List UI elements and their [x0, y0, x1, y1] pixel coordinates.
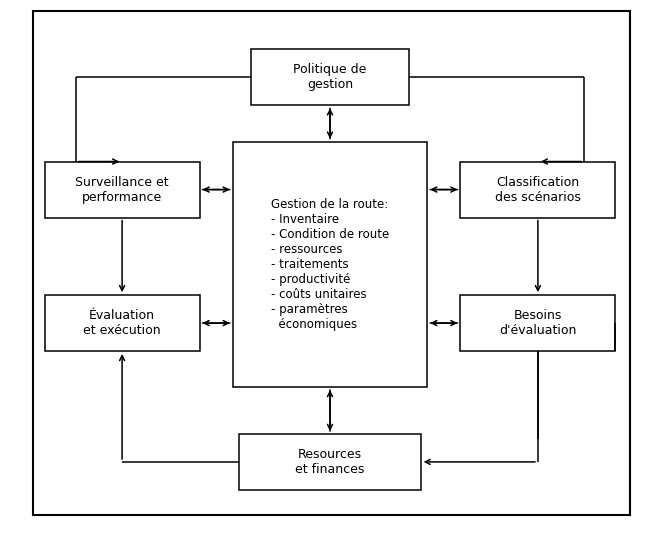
Text: Gestion de la route:
- Inventaire
- Condition de route
- ressources
- traitement: Gestion de la route: - Inventaire - Cond… — [271, 198, 389, 331]
Text: Surveillance et
performance: Surveillance et performance — [75, 176, 169, 203]
Text: Classification
des scénarios: Classification des scénarios — [495, 176, 581, 203]
FancyBboxPatch shape — [239, 434, 421, 490]
FancyBboxPatch shape — [45, 161, 199, 218]
FancyBboxPatch shape — [461, 295, 616, 351]
FancyBboxPatch shape — [233, 142, 428, 387]
Text: Resources
et finances: Resources et finances — [295, 448, 365, 476]
Text: Évaluation
et exécution: Évaluation et exécution — [83, 309, 161, 337]
FancyBboxPatch shape — [33, 11, 630, 515]
Text: Besoins
d'évaluation: Besoins d'évaluation — [499, 309, 577, 337]
FancyBboxPatch shape — [251, 50, 409, 106]
FancyBboxPatch shape — [461, 161, 616, 218]
Text: Politique de
gestion: Politique de gestion — [293, 64, 367, 91]
FancyBboxPatch shape — [45, 295, 199, 351]
